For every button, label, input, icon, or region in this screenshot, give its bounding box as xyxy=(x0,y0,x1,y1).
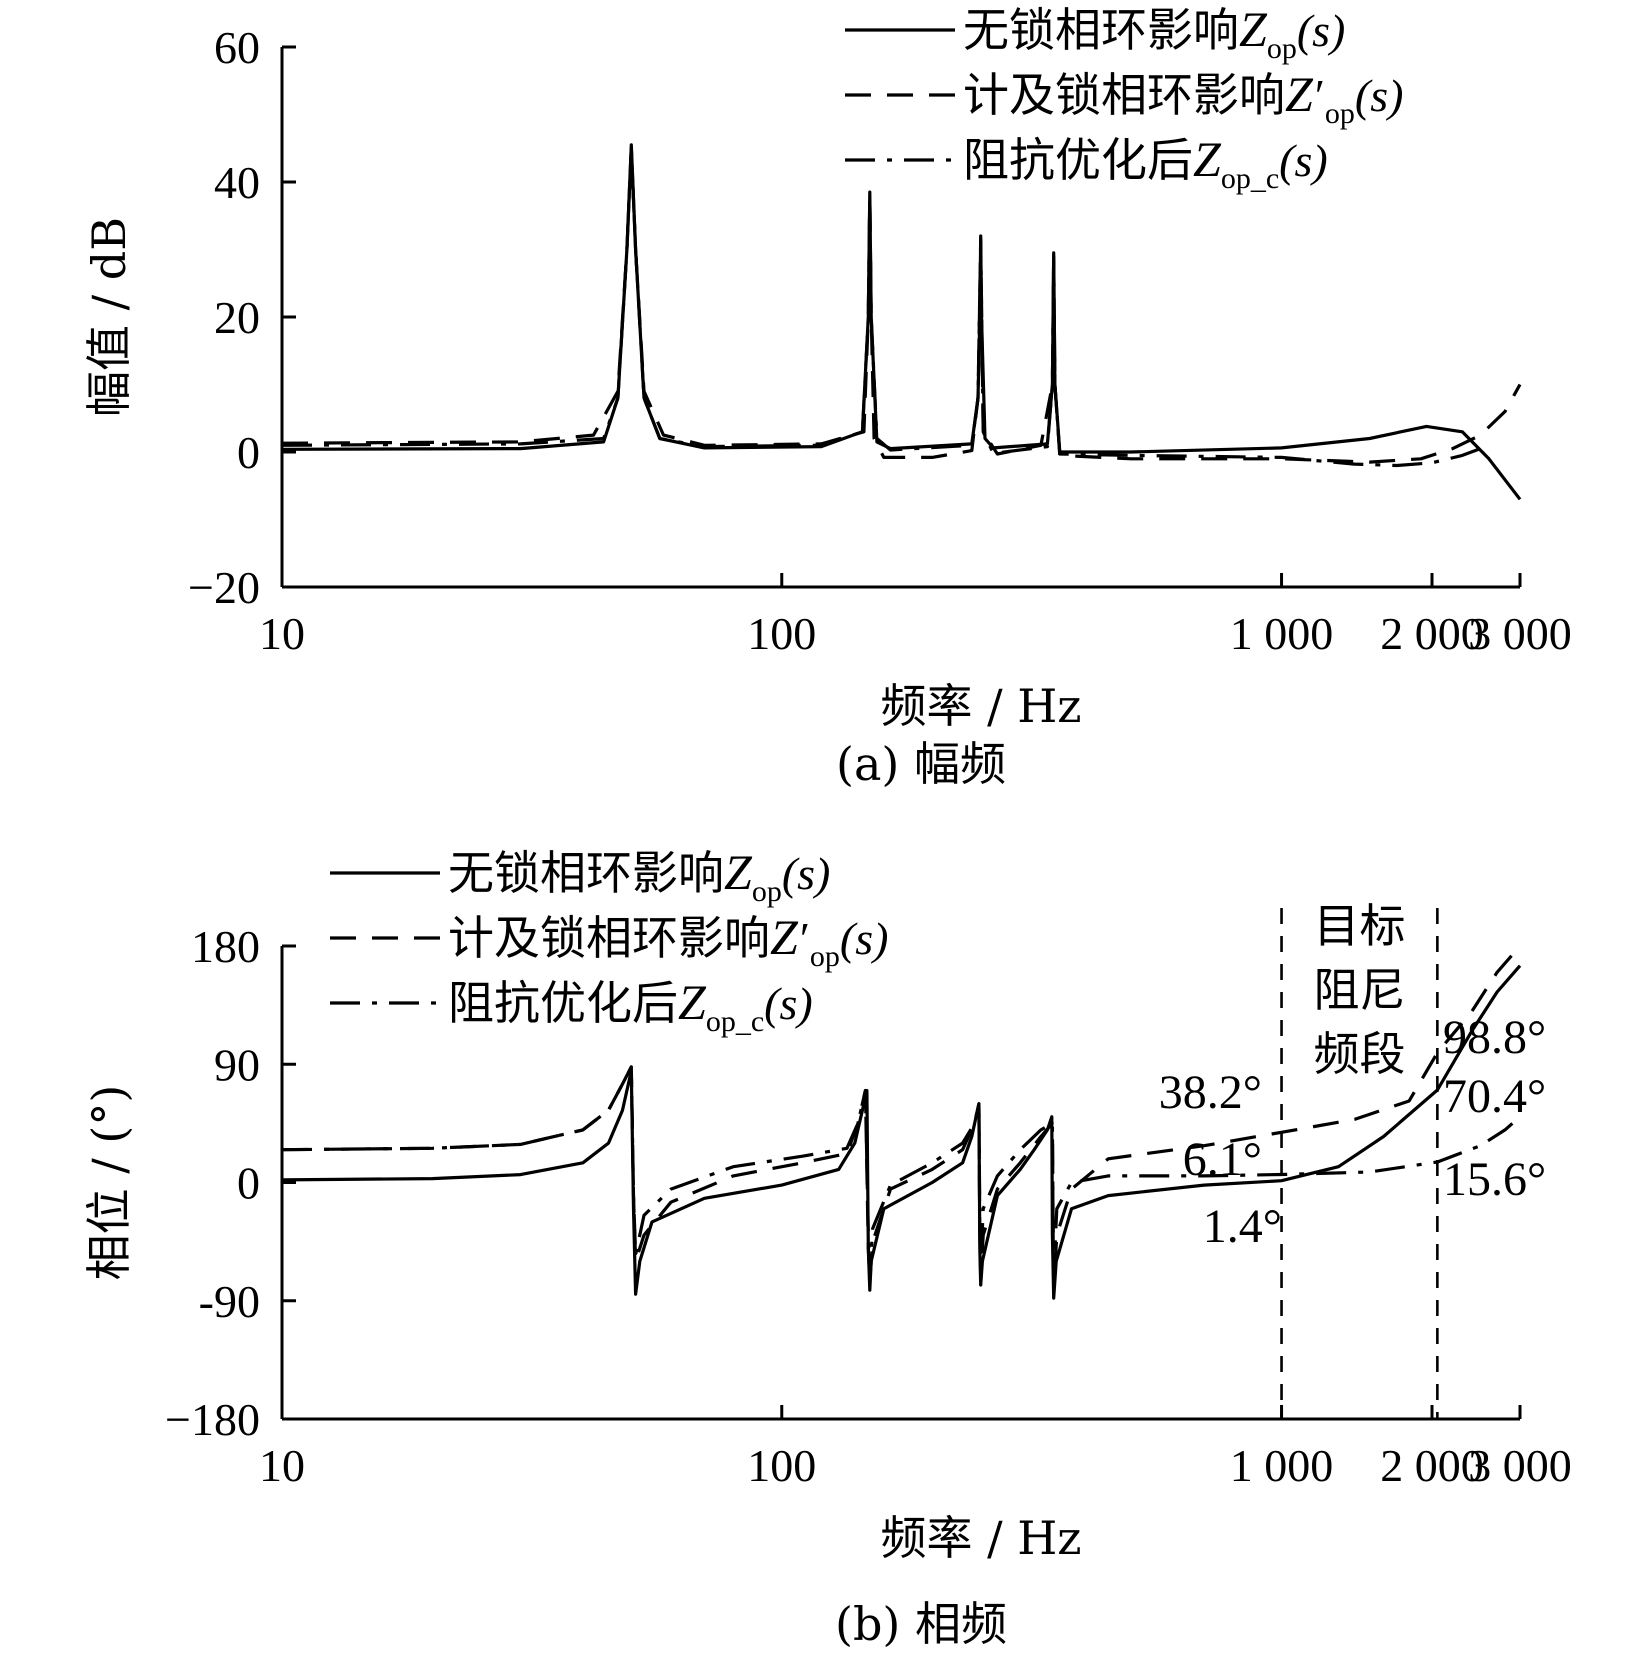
y-tick-label: 60 xyxy=(214,22,260,73)
legend-symbol: Z xyxy=(678,974,707,1030)
legend-subscript: op_c xyxy=(706,1005,764,1038)
legend-text: 无锁相环影响 xyxy=(448,846,724,900)
series-dashdot xyxy=(281,1065,1522,1277)
x-tick-label: 3 000 xyxy=(1468,608,1572,659)
chart-caption: (a) 幅频 xyxy=(836,737,1006,791)
legend-symbol: Z xyxy=(1285,66,1314,122)
value-annotation: 70.4° xyxy=(1443,1070,1546,1123)
series-solid xyxy=(281,143,1522,501)
legend-entry: 计及锁相环影响Z′op(s) xyxy=(448,909,888,973)
value-annotation: 6.1° xyxy=(1183,1133,1262,1186)
y-tick-label: −180 xyxy=(165,1394,260,1445)
value-annotation: 1.4° xyxy=(1203,1200,1282,1253)
x-tick-label: 3 000 xyxy=(1468,1440,1572,1491)
x-axis-label: 频率 / Hz xyxy=(880,1511,1081,1565)
legend-symbol: Z xyxy=(1239,1,1268,57)
x-tick-label: 10 xyxy=(259,608,305,659)
x-tick-label: 2 000 xyxy=(1380,1440,1484,1491)
legend-subscript: op xyxy=(810,940,840,973)
legend-subscript: op xyxy=(1267,32,1297,65)
legend-entry: 计及锁相环影响Z′op(s) xyxy=(963,66,1403,130)
legend-entry: 无锁相环影响Zop(s) xyxy=(448,844,830,908)
y-tick-label: 0 xyxy=(237,427,260,478)
legend-text: 计及锁相环影响 xyxy=(448,911,770,965)
y-tick-label: 180 xyxy=(191,921,260,972)
legend-text: 阻抗优化后 xyxy=(963,133,1193,187)
x-tick-label: 1 000 xyxy=(1230,608,1334,659)
legend-tail: (s) xyxy=(1355,70,1404,121)
band-label: 目标 xyxy=(1313,899,1405,953)
legend-tail: (s) xyxy=(1297,5,1346,56)
series-dashed xyxy=(281,944,1522,1290)
chart-caption: (b) 相频 xyxy=(835,1597,1007,1651)
legend-entry: 阻抗优化后Zop_c(s) xyxy=(448,974,813,1038)
y-tick-label: -90 xyxy=(199,1276,260,1327)
x-tick-label: 100 xyxy=(747,608,816,659)
legend-subscript: op_c xyxy=(1221,162,1279,195)
value-annotation: 98.8° xyxy=(1443,1011,1546,1064)
legend-symbol: Z xyxy=(770,909,799,965)
legend-prime: ′ xyxy=(800,913,810,964)
series-dashdot xyxy=(281,146,1481,468)
x-tick-label: 2 000 xyxy=(1380,608,1484,659)
x-tick-label: 100 xyxy=(747,1440,816,1491)
legend-subscript: op xyxy=(752,875,782,908)
y-axis-label: 相位 / (°) xyxy=(82,1085,136,1281)
value-annotation: 15.6° xyxy=(1443,1153,1546,1206)
series-dashed xyxy=(281,146,1522,464)
band-label: 阻尼 xyxy=(1313,963,1405,1017)
legend-entry: 无锁相环影响Zop(s) xyxy=(963,1,1345,65)
y-tick-label: −20 xyxy=(188,562,260,613)
legend-prime: ′ xyxy=(1315,70,1325,121)
legend-tail: (s) xyxy=(840,913,889,964)
y-tick-label: 20 xyxy=(214,292,260,343)
y-axis-label: 幅值 / dB xyxy=(82,217,136,417)
legend-entry: 阻抗优化后Zop_c(s) xyxy=(963,131,1328,195)
y-tick-label: 40 xyxy=(214,157,260,208)
legend-symbol: Z xyxy=(1193,131,1222,187)
legend-tail: (s) xyxy=(1279,135,1328,186)
legend-tail: (s) xyxy=(782,848,831,899)
x-tick-label: 1 000 xyxy=(1230,1440,1334,1491)
x-axis-label: 频率 / Hz xyxy=(880,679,1081,733)
legend-text: 阻抗优化后 xyxy=(448,976,678,1030)
legend-text: 计及锁相环影响 xyxy=(963,68,1285,122)
legend-subscript: op xyxy=(1325,97,1355,130)
legend-tail: (s) xyxy=(764,978,813,1029)
value-annotation: 38.2° xyxy=(1159,1066,1262,1119)
y-tick-label: 0 xyxy=(237,1158,260,1209)
y-tick-label: 90 xyxy=(214,1039,260,1090)
legend-symbol: Z xyxy=(724,844,753,900)
x-tick-label: 10 xyxy=(259,1440,305,1491)
band-label: 频段 xyxy=(1313,1027,1405,1081)
legend-text: 无锁相环影响 xyxy=(963,3,1239,57)
